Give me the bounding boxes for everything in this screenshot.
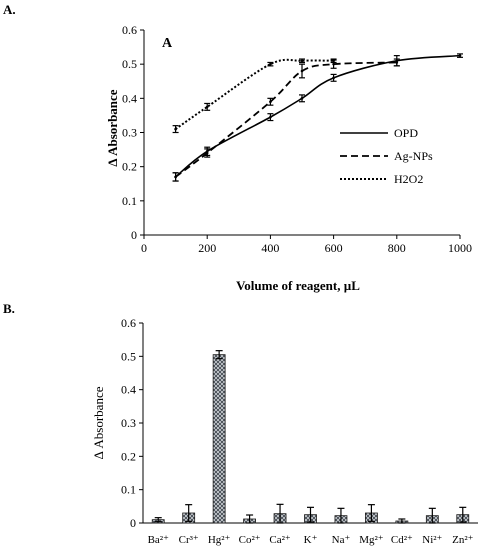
data-point-h2o2 — [174, 127, 177, 131]
data-point-h2o2 — [300, 59, 304, 63]
chart-a-ytick-label: 0.2 — [122, 160, 137, 174]
series-line-h2o2 — [175, 58, 334, 130]
chart-a-ytick-label: 0.3 — [122, 126, 137, 140]
chart-b-category-label: Ni²⁺ — [422, 534, 442, 546]
data-point-ag-nps — [395, 61, 399, 64]
bar-errorbar-8 — [398, 518, 406, 524]
chart-b-category-label: K⁺ — [304, 534, 318, 546]
chart-a-ylabel: Δ Absorbance — [105, 89, 120, 166]
legend-label-opd: OPD — [394, 126, 418, 140]
data-point-opd — [458, 54, 462, 57]
chart-b-category-label: Zn²⁺ — [452, 534, 474, 546]
chart-a: A Δ Absorbance Volume of reagent, µL OPD… — [105, 23, 472, 293]
series-line-ag-nps — [175, 61, 397, 178]
chart-a-legend: OPD Ag-NPs H2O2 — [340, 126, 433, 186]
chart-a-xtick-label: 400 — [261, 241, 279, 255]
bar-errorbar-9 — [428, 507, 436, 524]
legend-label-ag-nps: Ag-NPs — [394, 149, 433, 163]
chart-a-xtick-label: 0 — [141, 241, 147, 255]
chart-a-ytick-label: 0.1 — [122, 194, 137, 208]
data-point-opd — [300, 97, 304, 100]
panel-b-label: B. — [3, 301, 15, 316]
chart-b-category-label: Ca²⁺ — [269, 534, 291, 546]
data-point-ag-nps — [300, 69, 304, 73]
data-point-ag-nps — [174, 175, 177, 179]
chart-a-inset-label: A — [162, 36, 173, 51]
chart-a-xtick-label: 200 — [198, 241, 216, 255]
chart-a-ytick-label: 0 — [131, 228, 137, 242]
chart-a-xtick-label: 600 — [325, 241, 343, 255]
chart-b-ytick-label: 0.3 — [121, 416, 136, 430]
chart-a-ytick-label: 0.5 — [122, 57, 137, 71]
chart-b-category-label: Hg²⁺ — [208, 534, 231, 546]
data-point-ag-nps — [205, 151, 209, 155]
data-point-opd — [269, 115, 272, 119]
bar-errorbar-0 — [154, 517, 162, 523]
chart-a-xlabel: Volume of reagent, µL — [236, 278, 360, 293]
data-point-ag-nps — [332, 62, 335, 66]
chart-b-category-label: Cd²⁺ — [391, 534, 413, 546]
chart-b-ytick-label: 0.1 — [121, 483, 136, 497]
data-point-h2o2 — [269, 62, 272, 66]
chart-a-ytick-label: 0.6 — [122, 23, 137, 37]
chart-b-ytick-label: 0.4 — [121, 383, 136, 397]
bar-errorbar-4 — [276, 503, 284, 524]
bar-errorbar-7 — [367, 504, 375, 522]
chart-b: Δ Absorbance 0 0.1 0.2 0.3 0.4 0.5 0.6 Ba²⁺ Cr³⁺… — [91, 316, 478, 546]
panel-a-label: A. — [3, 2, 16, 17]
chart-a-ytick-label: 0.4 — [122, 91, 137, 105]
chart-b-category-label: Mg²⁺ — [359, 534, 384, 546]
chart-b-ytick-label: 0.6 — [121, 316, 136, 330]
data-point-h2o2 — [332, 59, 335, 63]
bar-errorbar-10 — [459, 506, 467, 523]
bar-errorbar-2 — [215, 350, 223, 360]
bar-errorbar-5 — [307, 506, 314, 523]
legend-label-h2o2: H2O2 — [394, 172, 423, 186]
chart-b-ytick-label: 0 — [130, 516, 136, 530]
chart-b-category-label: Co²⁺ — [239, 534, 261, 546]
data-point-ag-nps — [269, 100, 272, 104]
chart-a-xtick-label: 800 — [388, 241, 406, 255]
chart-b-ytick-label: 0.5 — [121, 349, 136, 363]
chart-b-category-label: Na⁺ — [332, 534, 351, 546]
bar-errorbar-3 — [246, 514, 254, 524]
data-point-h2o2 — [205, 105, 209, 109]
bar-errorbar-1 — [185, 504, 193, 522]
bar-2 — [212, 354, 226, 524]
chart-b-category-label: Cr³⁺ — [179, 534, 199, 546]
chart-b-ytick-label: 0.2 — [121, 449, 136, 463]
chart-b-ylabel: Δ Absorbance — [91, 386, 106, 459]
chart-b-category-label: Ba²⁺ — [148, 534, 170, 546]
data-point-opd — [332, 76, 335, 80]
bar-errorbar-6 — [337, 507, 345, 524]
chart-a-xtick-label: 1000 — [448, 241, 472, 255]
